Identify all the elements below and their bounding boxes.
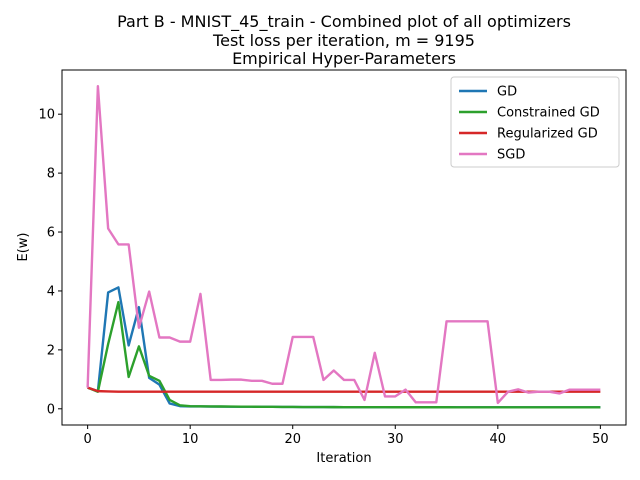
series-layer (86, 84, 601, 409)
series-line-sgd (86, 84, 601, 405)
y-tick-label: 10 (38, 108, 55, 123)
title-line-1: Part B - MNIST_45_train - Combined plot … (117, 12, 571, 32)
legend-label-gd: GD (497, 85, 517, 100)
y-tick-label: 6 (47, 226, 55, 241)
x-tick-label: 40 (490, 432, 507, 447)
legend-label-regularized-gd: Regularized GD (497, 127, 598, 142)
legend-label-constrained-gd: Constrained GD (497, 106, 600, 121)
x-axis-label: Iteration (316, 451, 371, 466)
title-line-3: Empirical Hyper-Parameters (232, 49, 456, 68)
plot-frame (61, 69, 627, 426)
chart-title: Part B - MNIST_45_train - Combined plot … (117, 12, 571, 68)
legend-box (450, 76, 620, 168)
legend-label-sgd: SGD (497, 148, 525, 163)
legend: GD Constrained GD Regularized GD SGD (450, 76, 620, 168)
y-tick-label: 0 (47, 402, 55, 417)
y-tick-label: 2 (47, 343, 55, 358)
x-tick-label: 0 (83, 432, 91, 447)
title-line-2: Test loss per iteration, m = 9195 (212, 31, 475, 50)
y-axis-label: E(w) (16, 233, 31, 262)
x-tick-label: 10 (182, 432, 199, 447)
x-axis: 0 10 20 30 40 50 (83, 425, 609, 447)
series-line-constrained-gd (87, 300, 601, 409)
y-axis: 0 2 4 6 8 10 (38, 108, 62, 417)
series-line-regularized-gd (87, 386, 601, 393)
x-tick-label: 50 (592, 432, 609, 447)
y-tick-label: 8 (47, 167, 55, 182)
y-tick-label: 4 (47, 284, 55, 299)
x-tick-label: 30 (387, 432, 404, 447)
x-tick-label: 20 (284, 432, 301, 447)
